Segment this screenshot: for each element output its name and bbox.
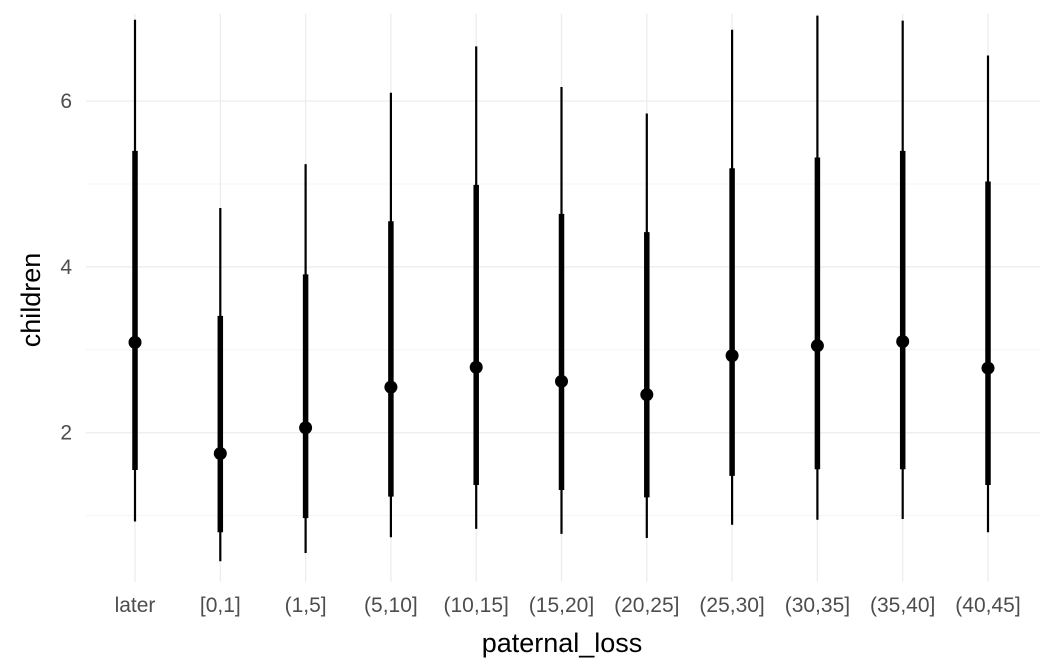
x-tick-label-9: (35,40]: [870, 594, 935, 617]
point-estimate-0: [128, 335, 142, 349]
x-tick-label-6: (20,25]: [614, 594, 679, 617]
x-tick-label-0: later: [115, 594, 156, 617]
point-estimate-5: [555, 374, 568, 388]
point-estimate-1: [213, 446, 227, 460]
y-tick-label-2: 6: [60, 90, 72, 113]
x-tick-label-7: (25,30]: [699, 594, 764, 617]
point-estimate-6: [640, 388, 654, 402]
x-tick-labels: later [0,1] (1,5] (5,10] (10,15] (15,20] (20,2…: [115, 594, 1021, 617]
x-tick-label-5: (15,20]: [529, 594, 594, 617]
point-estimate-4: [469, 360, 483, 374]
y-tick-label-1: 4: [60, 256, 72, 279]
point-estimate-10: [981, 361, 995, 375]
y-tick-label-0: 2: [60, 422, 72, 445]
point-estimate-8: [810, 339, 824, 353]
x-tick-label-1: [0,1]: [200, 594, 241, 617]
point-estimate-3: [384, 380, 398, 394]
x-tick-label-10: (40,45]: [955, 594, 1020, 617]
point-estimate-9: [896, 335, 910, 349]
y-axis-title: children: [16, 253, 46, 348]
x-tick-label-8: (30,35]: [785, 594, 850, 617]
data-marks: [128, 15, 995, 562]
point-estimate-2: [299, 421, 313, 435]
y-tick-labels: 2 4 6: [60, 90, 72, 445]
x-tick-label-3: (5,10]: [364, 594, 418, 617]
x-tick-label-2: (1,5]: [285, 594, 327, 617]
x-tick-label-4: (10,15]: [444, 594, 509, 617]
x-axis-title: paternal_loss: [482, 628, 643, 658]
point-estimate-7: [725, 349, 739, 363]
